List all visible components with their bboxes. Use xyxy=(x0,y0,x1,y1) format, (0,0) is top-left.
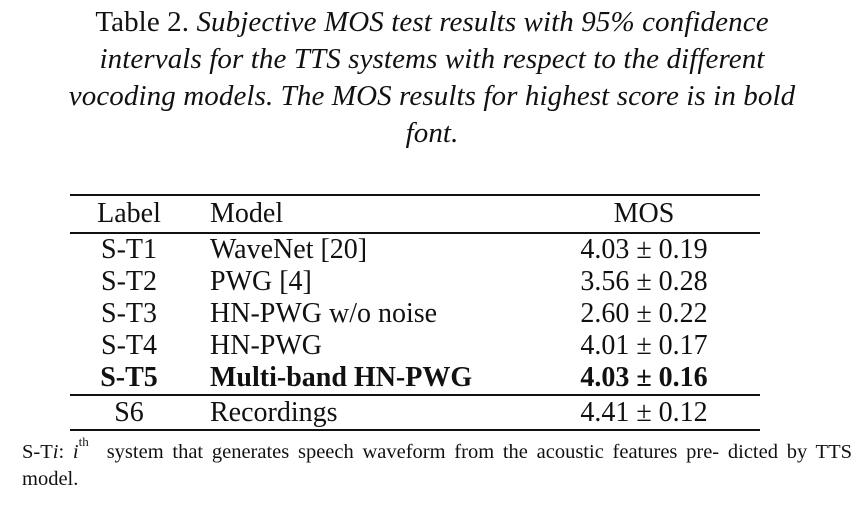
cell-model: Recordings xyxy=(188,394,540,431)
caption-line-2: intervals for the TTS systems with respe… xyxy=(99,43,765,75)
table-row-recordings: S6 Recordings 4.41 ± 0.12 xyxy=(70,394,760,431)
table-caption: Table 2. Subjective MOS test results wit… xyxy=(0,4,864,152)
mos-table: Label Model MOS S-T1 WaveNet [20] 4.03 ±… xyxy=(70,194,760,431)
header-model: Model xyxy=(188,194,540,234)
footnote-sup: th xyxy=(78,434,89,449)
caption-line-3: vocoding models. The MOS results for hig… xyxy=(68,80,796,112)
table-row: S-T1 WaveNet [20] 4.03 ± 0.19 xyxy=(70,233,760,266)
table-footnote: S-Ti: ith system that generates speech wa… xyxy=(22,432,852,493)
caption-text-1: Subjective MOS test results with 95% con… xyxy=(196,6,769,38)
footnote-var: i xyxy=(52,440,59,463)
cell-model: Multi-band HN-PWG xyxy=(210,362,473,393)
cell-model: HN-PWG w/o noise xyxy=(210,298,438,329)
cell-label: S-T1 xyxy=(101,234,157,265)
table-row: S-T4 HN-PWG 4.01 ± 0.17 xyxy=(70,330,760,362)
table-row: S-T2 PWG [4] 3.56 ± 0.28 xyxy=(70,266,760,298)
footnote-prefix: S-T xyxy=(22,440,53,463)
caption-line-1: Table 2. Subjective MOS test results wit… xyxy=(0,4,864,41)
cell-label: S-T3 xyxy=(101,298,157,329)
footnote-colon: : xyxy=(58,440,73,463)
cell-mos: 3.56 ± 0.28 xyxy=(580,266,708,297)
cell-mos: 2.60 ± 0.22 xyxy=(580,298,708,329)
cell-model: PWG [4] xyxy=(210,266,312,297)
cell-label: S-T2 xyxy=(101,266,157,297)
caption-prefix: Table 2. xyxy=(95,6,197,38)
table-row-best: S-T5 Multi-band HN-PWG 4.03 ± 0.16 xyxy=(70,362,760,395)
mos-table-container: Label Model MOS S-T1 WaveNet [20] 4.03 ±… xyxy=(70,194,760,431)
cell-label: S-T4 xyxy=(101,330,157,361)
footnote-var2: i xyxy=(72,440,79,463)
table-row: S-T3 HN-PWG w/o noise 2.60 ± 0.22 xyxy=(70,298,760,330)
cell-mos: 4.41 ± 0.12 xyxy=(540,394,760,431)
footnote-text-2: dicted by TTS model. xyxy=(22,440,852,490)
cell-model: WaveNet [20] xyxy=(210,234,368,265)
table-header-row: Label Model MOS xyxy=(70,194,760,234)
cell-mos: 4.03 ± 0.16 xyxy=(580,362,708,393)
cell-mos: 4.01 ± 0.17 xyxy=(580,330,708,361)
header-label: Label xyxy=(70,194,188,234)
cell-label: S6 xyxy=(70,394,188,431)
cell-mos: 4.03 ± 0.19 xyxy=(580,234,708,265)
cell-model: HN-PWG xyxy=(210,330,322,361)
header-mos: MOS xyxy=(540,194,760,234)
cell-label: S-T5 xyxy=(100,362,158,393)
caption-line-4: font. xyxy=(405,117,459,149)
footnote-text-1: system that generates speech waveform fr… xyxy=(106,440,720,463)
